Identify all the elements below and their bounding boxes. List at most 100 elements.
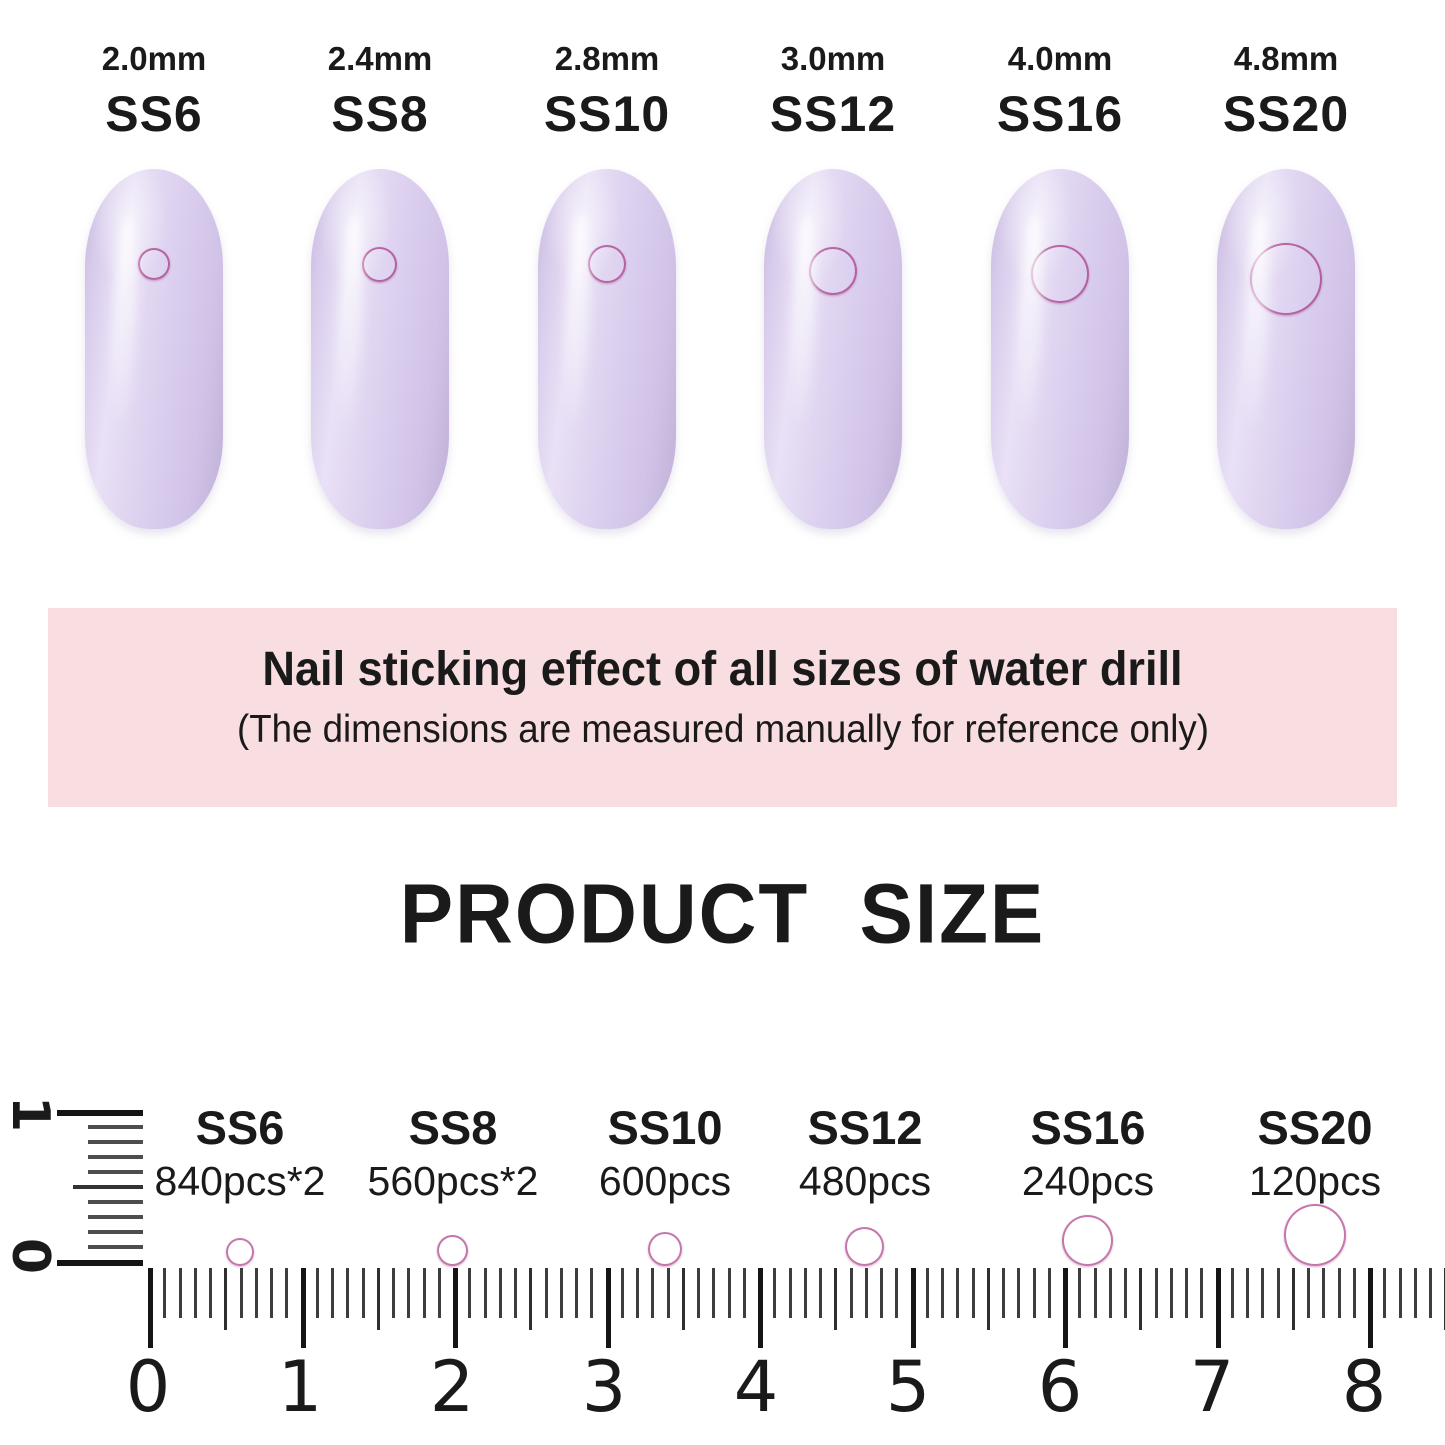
ruler-number: 0: [125, 1346, 171, 1428]
ss-size-label: SS6: [105, 86, 203, 142]
nail-column-ss20: 4.8mm SS20: [1173, 0, 1399, 529]
ruler-tick: [1185, 1268, 1188, 1318]
ruler-tick: [529, 1268, 533, 1330]
nail-column-ss16: 4.0mm SS16: [947, 0, 1173, 529]
nail-column-ss12: 3.0mm SS12: [720, 0, 946, 529]
rhinestone: [1062, 1215, 1113, 1266]
ruler-number: 2: [429, 1346, 475, 1428]
ruler-tick: [895, 1268, 899, 1318]
ss-size-label: SS10: [607, 1101, 723, 1154]
ruler-tick: [1017, 1268, 1021, 1318]
ruler-tick: [1383, 1268, 1387, 1318]
ruler-tick: [727, 1268, 731, 1318]
ruler-tick: [1002, 1268, 1005, 1318]
ruler-tick: [407, 1268, 411, 1318]
quantity-label: 600pcs: [598, 1158, 732, 1204]
ruler-tick: [605, 1268, 611, 1348]
banner-title-text: Nail sticking effect of all sizes of wat…: [262, 643, 1183, 696]
quantity-label: 120pcs: [1248, 1158, 1382, 1204]
ruler-tick: [788, 1268, 792, 1318]
nail-image: [538, 169, 676, 529]
ruler-tick: [1200, 1268, 1204, 1318]
ruler-tick: [57, 1110, 143, 1116]
banner-title: Nail sticking effect of all sizes of wat…: [48, 646, 1397, 694]
mm-size-label: 2.0mm: [101, 40, 207, 77]
ruler-tick: [1093, 1268, 1097, 1318]
ruler-tick: [285, 1268, 289, 1318]
ruler-tick: [1276, 1268, 1280, 1318]
nail-image: [991, 169, 1129, 529]
ruler-tick: [88, 1170, 143, 1174]
mm-size-label: 2.4mm: [327, 40, 433, 77]
nail-column-ss8: 2.4mm SS8: [267, 0, 493, 529]
ruler-tick: [331, 1268, 334, 1318]
ruler-tick: [1368, 1268, 1373, 1348]
ruler-tick: [636, 1268, 639, 1318]
vertical-ruler-number: 1: [0, 1095, 61, 1133]
size-entry-ss6: SS6 840pcs*2: [120, 1104, 360, 1202]
nail-column-ss6: 2.0mm SS6: [41, 0, 267, 529]
rhinestone: [226, 1238, 254, 1266]
mm-size-label: 4.8mm: [1233, 40, 1339, 77]
ruler-tick: [1047, 1268, 1051, 1318]
vertical-ruler-number: 0: [0, 1237, 61, 1275]
ruler-tick: [880, 1268, 883, 1318]
ruler-tick: [300, 1268, 306, 1348]
ruler-tick: [514, 1268, 517, 1318]
ruler-tick: [1261, 1268, 1265, 1318]
nail-image: [311, 169, 449, 529]
size-entry-ss8: SS8 560pcs*2: [333, 1104, 573, 1202]
ruler-tick: [1169, 1268, 1173, 1318]
ruler-tick: [437, 1268, 441, 1318]
ruler-tick: [773, 1268, 777, 1318]
mm-size-label: 3.0mm: [780, 40, 886, 77]
ruler-tick: [910, 1268, 916, 1348]
ruler-tick: [666, 1268, 670, 1318]
ruler-tick: [1078, 1268, 1082, 1318]
ruler-tick: [971, 1268, 975, 1318]
ruler-tick: [681, 1268, 685, 1330]
ruler-tick: [88, 1215, 143, 1219]
ruler-number: 7: [1189, 1346, 1235, 1428]
ruler-tick: [544, 1268, 548, 1318]
ruler-tick: [758, 1268, 763, 1348]
ruler-number: 5: [885, 1346, 931, 1428]
ss-size-label: SS16: [1030, 1101, 1146, 1154]
ruler-tick: [1124, 1268, 1127, 1318]
size-entry-ss10: SS10 600pcs: [545, 1104, 785, 1202]
rhinestone: [588, 245, 626, 283]
size-entry-ss12: SS12 480pcs: [745, 1104, 985, 1202]
ruler-tick: [315, 1268, 319, 1318]
ruler-tick: [498, 1268, 502, 1318]
ruler-tick: [88, 1230, 143, 1234]
ruler-tick: [209, 1268, 212, 1318]
ruler-tick: [1429, 1268, 1432, 1318]
ruler-tick: [651, 1268, 655, 1318]
ruler-tick: [1337, 1268, 1341, 1318]
quantity-label: 560pcs*2: [367, 1158, 539, 1204]
rhinestone: [1250, 243, 1322, 315]
ruler-tick: [254, 1268, 258, 1318]
quantity-label: 240pcs: [1021, 1158, 1155, 1204]
ss-size-label: SS6: [195, 1101, 285, 1154]
ruler-tick: [468, 1268, 472, 1318]
ruler-tick: [1352, 1268, 1356, 1318]
ruler-tick: [1322, 1268, 1326, 1318]
ruler-tick: [941, 1268, 944, 1318]
ruler-tick: [88, 1140, 143, 1144]
ss-size-label: SS12: [769, 86, 897, 142]
ruler-tick: [88, 1125, 143, 1129]
rhinestone: [845, 1227, 884, 1266]
rhinestone: [648, 1232, 682, 1266]
ruler-tick: [270, 1268, 273, 1318]
nail-column-ss10: 2.8mm SS10: [494, 0, 720, 529]
vertical-ruler-ticks: [0, 1110, 150, 1270]
rhinestone: [1284, 1204, 1346, 1266]
horizontal-ruler-ticks: [148, 1268, 1445, 1353]
ruler-tick: [742, 1268, 746, 1318]
page-title: PRODUCT SIZE: [399, 866, 1046, 961]
ruler-tick: [163, 1268, 167, 1318]
rhinestone: [138, 248, 170, 280]
ruler-tick: [1398, 1268, 1402, 1318]
rhinestone: [437, 1235, 468, 1266]
